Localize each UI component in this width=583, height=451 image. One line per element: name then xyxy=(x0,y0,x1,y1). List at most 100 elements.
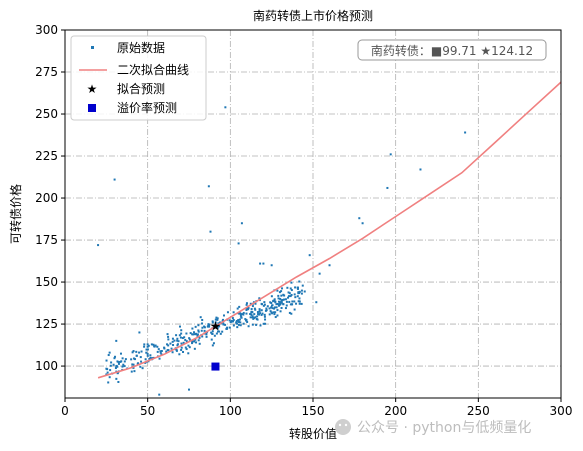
scatter-point xyxy=(221,330,224,333)
scatter-point xyxy=(239,321,242,324)
scatter-point xyxy=(240,222,243,225)
scatter-point xyxy=(283,298,286,301)
scatter-point xyxy=(260,313,263,316)
scatter-point xyxy=(277,303,280,306)
scatter-point xyxy=(210,331,213,334)
scatter-point xyxy=(175,349,178,352)
scatter-point xyxy=(298,302,301,305)
scatter-point xyxy=(195,341,198,344)
scatter-point xyxy=(210,338,213,341)
scatter-point xyxy=(171,340,174,343)
scatter-point xyxy=(250,308,253,311)
scatter-point xyxy=(261,312,264,315)
scatter-point xyxy=(196,334,199,337)
scatter-point xyxy=(198,336,201,339)
scatter-point xyxy=(280,299,283,302)
scatter-point xyxy=(235,320,238,323)
scatter-point xyxy=(247,325,250,328)
scatter-point xyxy=(298,280,301,283)
y-tick-label: 100 xyxy=(35,359,58,373)
scatter-point xyxy=(251,305,254,308)
scatter-point xyxy=(270,264,273,267)
scatter-point xyxy=(232,324,235,327)
scatter-point xyxy=(115,365,118,368)
scatter-point xyxy=(245,307,248,310)
scatter-point xyxy=(141,367,144,370)
scatter-point xyxy=(193,333,196,336)
wechat-icon-eye-left xyxy=(338,423,342,427)
scatter-point xyxy=(109,369,112,372)
scatter-point xyxy=(192,333,195,336)
scatter-point xyxy=(151,357,154,360)
scatter-point xyxy=(193,331,196,334)
scatter-point xyxy=(294,286,297,289)
scatter-point xyxy=(273,306,276,309)
x-axis-label: 转股价值 xyxy=(289,426,337,441)
scatter-point xyxy=(176,339,179,342)
scatter-point xyxy=(236,322,239,325)
scatter-point xyxy=(222,314,225,317)
scatter-point xyxy=(254,316,257,319)
scatter-point xyxy=(147,344,150,347)
scatter-point xyxy=(269,301,272,304)
scatter-point xyxy=(239,314,242,317)
scatter-point xyxy=(271,307,274,310)
scatter-point xyxy=(211,332,214,335)
scatter-point xyxy=(228,326,231,329)
scatter-point xyxy=(253,307,256,310)
scatter-point xyxy=(134,358,137,361)
scatter-point xyxy=(253,313,256,316)
scatter-point xyxy=(282,303,285,306)
scatter-point xyxy=(131,351,134,354)
scatter-point xyxy=(114,355,117,358)
scatter-point xyxy=(178,325,181,328)
scatter-point xyxy=(255,323,258,326)
scatter-point xyxy=(268,307,271,310)
scatter-point xyxy=(200,329,203,332)
scatter-point xyxy=(171,337,174,340)
scatter-point xyxy=(145,348,148,351)
scatter-point xyxy=(228,319,231,322)
scatter-point xyxy=(176,343,179,346)
scatter-point xyxy=(194,333,197,336)
scatter-point xyxy=(263,315,266,318)
scatter-point xyxy=(273,298,276,301)
scatter-point xyxy=(145,351,148,354)
scatter-point xyxy=(117,361,120,364)
scatter-point xyxy=(108,351,111,354)
scatter-point xyxy=(198,342,201,345)
scatter-point xyxy=(250,313,253,316)
x-axis: 0 50 100 150 200 250 300 xyxy=(61,398,572,418)
scatter-point xyxy=(159,350,162,353)
scatter-point xyxy=(244,318,247,321)
scatter-point xyxy=(225,327,228,330)
legend-label-star: 拟合预测 xyxy=(117,81,165,96)
scatter-point xyxy=(258,313,261,316)
scatter-point xyxy=(143,345,146,348)
scatter-point xyxy=(247,306,250,309)
scatter-point xyxy=(270,295,273,298)
scatter-point xyxy=(274,311,277,314)
y-tick-label: 275 xyxy=(35,65,58,79)
scatter-point xyxy=(136,362,139,365)
scatter-point xyxy=(176,337,179,340)
scatter-point xyxy=(268,313,271,316)
scatter-point xyxy=(222,322,225,325)
scatter-point xyxy=(217,330,220,333)
scatter-point xyxy=(158,393,161,396)
scatter-point xyxy=(273,313,276,316)
scatter-point xyxy=(419,168,422,171)
scatter-point xyxy=(112,363,115,366)
scatter-point xyxy=(211,330,214,333)
scatter-point xyxy=(263,313,266,316)
scatter-point xyxy=(182,341,185,344)
scatter-point xyxy=(115,377,118,380)
scatter-point xyxy=(122,363,125,366)
scatter-point xyxy=(254,302,257,305)
scatter-point xyxy=(258,308,261,311)
x-tick-label: 50 xyxy=(140,404,155,418)
scatter-point xyxy=(224,323,227,326)
scatter-point xyxy=(106,368,109,371)
scatter-point xyxy=(132,363,135,366)
scatter-point xyxy=(152,343,155,346)
